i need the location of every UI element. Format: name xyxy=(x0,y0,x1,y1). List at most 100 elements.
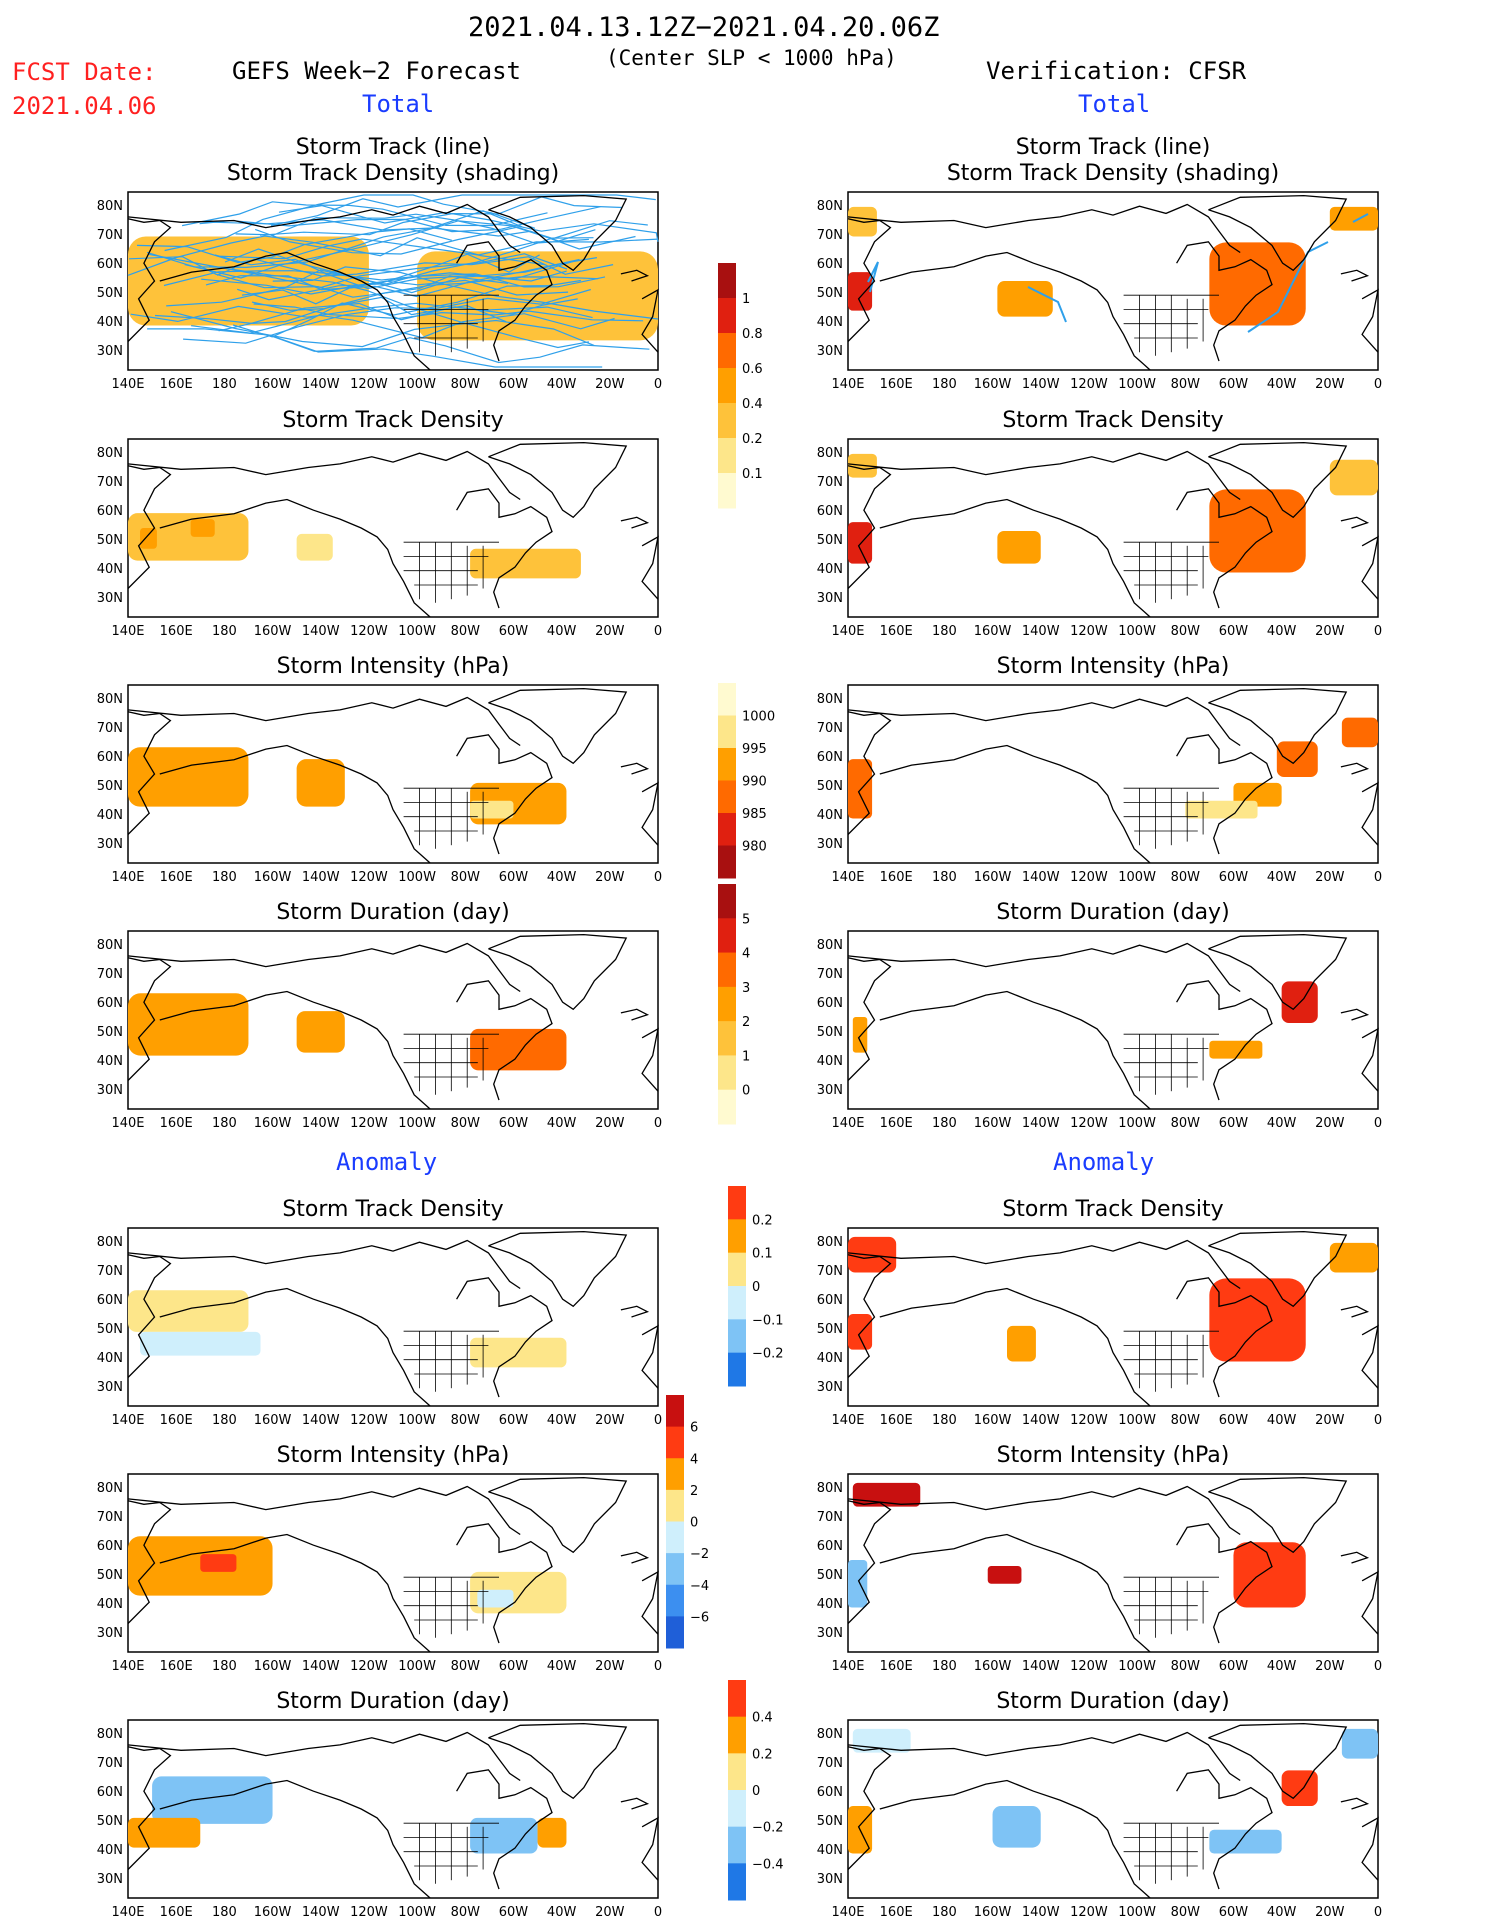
storm-track-line xyxy=(254,220,648,255)
lat-tick-label: 40N xyxy=(97,562,123,577)
coastline xyxy=(847,1731,1241,1782)
lon-tick-label: 20W xyxy=(595,1116,625,1131)
lon-tick-label: 20W xyxy=(595,377,625,392)
lat-tick-label: 50N xyxy=(97,1814,123,1829)
coastline xyxy=(159,1533,431,1653)
lon-tick-label: 60W xyxy=(1219,377,1249,392)
lon-tick-label: 160W xyxy=(254,1413,292,1428)
colorbar-swatch xyxy=(718,473,736,509)
lon-tick-label: 80W xyxy=(451,1116,481,1131)
colorbar-swatch xyxy=(728,1352,746,1387)
panel-title: Storm Track (line) xyxy=(1016,135,1211,160)
coastline xyxy=(847,1485,1241,1536)
coastline xyxy=(127,957,172,1081)
storm-track-line xyxy=(235,213,589,244)
lat-tick-label: 60N xyxy=(817,1539,843,1554)
lat-tick-label: 30N xyxy=(97,837,123,852)
lon-tick-label: 100W xyxy=(1118,870,1156,885)
panel-title: Storm Track Density xyxy=(282,408,503,433)
coastline xyxy=(1176,1523,1273,1644)
coastline xyxy=(1176,488,1273,609)
lat-tick-label: 80N xyxy=(817,938,843,953)
colorbar-label: −0.4 xyxy=(752,1857,784,1872)
lon-tick-label: 160E xyxy=(880,624,913,639)
lon-tick-label: 40W xyxy=(547,1116,577,1131)
lon-tick-label: 160W xyxy=(254,377,292,392)
coastline xyxy=(1361,1324,1379,1389)
data-cell xyxy=(470,1817,538,1854)
data-cell xyxy=(1341,717,1378,748)
coastline xyxy=(127,942,521,993)
colorbar-swatch xyxy=(728,1753,746,1791)
coastline xyxy=(1176,241,1273,362)
lat-tick-label: 70N xyxy=(97,721,123,736)
lon-tick-label: 160E xyxy=(160,377,193,392)
colorbar-swatch xyxy=(666,1616,684,1649)
panel-title: Storm Duration (day) xyxy=(276,900,509,925)
panel-title: Storm Track Density (shading) xyxy=(947,161,1279,186)
storm-track-line xyxy=(1247,241,1329,333)
panel-title: Storm Duration (day) xyxy=(996,900,1229,925)
lat-tick-label: 50N xyxy=(97,533,123,548)
time-range: 2021.04.13.12Z−2021.04.20.06Z xyxy=(468,12,940,43)
lon-tick-label: 160W xyxy=(254,1659,292,1674)
colorbar-swatch xyxy=(718,952,736,988)
lon-tick-label: 40W xyxy=(1267,870,1297,885)
coastline xyxy=(879,990,1151,1110)
lon-tick-label: 0 xyxy=(1374,624,1382,639)
lat-tick-label: 70N xyxy=(817,721,843,736)
colorbar-label: 4 xyxy=(742,947,750,962)
lon-tick-label: 0 xyxy=(1374,377,1382,392)
storm-track-line xyxy=(127,235,545,276)
coastline xyxy=(456,980,553,1101)
data-cell xyxy=(1341,1728,1378,1759)
lat-tick-label: 70N xyxy=(97,1756,123,1771)
colorbar-label: 1 xyxy=(742,292,750,307)
map-panel-cfsr-total-track-line: Storm Track (line)Storm Track Density (s… xyxy=(817,135,1382,392)
coastline xyxy=(456,734,553,855)
colorbar-anom-density: 0.2 0.1 0 −0.1 −0.2 xyxy=(728,1186,784,1387)
coastline xyxy=(488,1722,628,1800)
lon-tick-label: 0 xyxy=(654,377,662,392)
data-cell xyxy=(1209,489,1306,573)
data-cell xyxy=(1185,800,1258,819)
lat-tick-label: 40N xyxy=(817,315,843,330)
colorbar-swatch xyxy=(666,1395,684,1428)
lon-tick-label: 0 xyxy=(654,1413,662,1428)
lat-tick-label: 40N xyxy=(817,1351,843,1366)
coastline xyxy=(127,1731,521,1782)
lat-tick-label: 60N xyxy=(97,750,123,765)
lon-tick-label: 180 xyxy=(212,870,237,885)
lon-tick-label: 100W xyxy=(398,1413,436,1428)
colorbar-swatch xyxy=(728,1680,746,1718)
coastline xyxy=(847,450,1241,501)
data-cell xyxy=(997,530,1041,564)
lat-tick-label: 70N xyxy=(817,1756,843,1771)
colorbar-swatch xyxy=(718,845,736,879)
map-panel-gefs-total-track-line: Storm Track (line)Storm Track Density (s… xyxy=(97,135,662,392)
lon-tick-label: 140W xyxy=(302,1116,340,1131)
lon-tick-label: 20W xyxy=(1315,377,1345,392)
colorbar-swatch xyxy=(666,1584,684,1617)
lat-tick-label: 60N xyxy=(97,1293,123,1308)
data-cell xyxy=(296,533,333,561)
lon-tick-label: 40W xyxy=(547,377,577,392)
coastline xyxy=(1176,1277,1273,1398)
lon-tick-label: 180 xyxy=(212,377,237,392)
map-panel-gefs-total-density: Storm Track Density 80N 70N 60N 50N 40N 30N 140… xyxy=(97,408,662,639)
map-panel-gefs-anom-duration: Storm Duration (day) 80N 70N 60N 50N 40N 30N 14… xyxy=(97,1689,662,1920)
coastline xyxy=(847,1746,892,1870)
lat-tick-label: 60N xyxy=(97,996,123,1011)
coastline xyxy=(847,957,892,1081)
storm-track-line xyxy=(181,201,548,227)
colorbar-swatch xyxy=(718,780,736,814)
lon-tick-label: 0 xyxy=(654,1659,662,1674)
colorbar-label: 0.2 xyxy=(752,1213,773,1228)
lon-tick-label: 20W xyxy=(595,1905,625,1920)
anomaly-right: Anomaly xyxy=(1053,1148,1155,1176)
data-cell xyxy=(848,1560,868,1608)
colorbar-swatch xyxy=(728,1186,746,1220)
lon-tick-label: 40W xyxy=(547,1659,577,1674)
colorbar-label: 0.1 xyxy=(742,467,763,482)
